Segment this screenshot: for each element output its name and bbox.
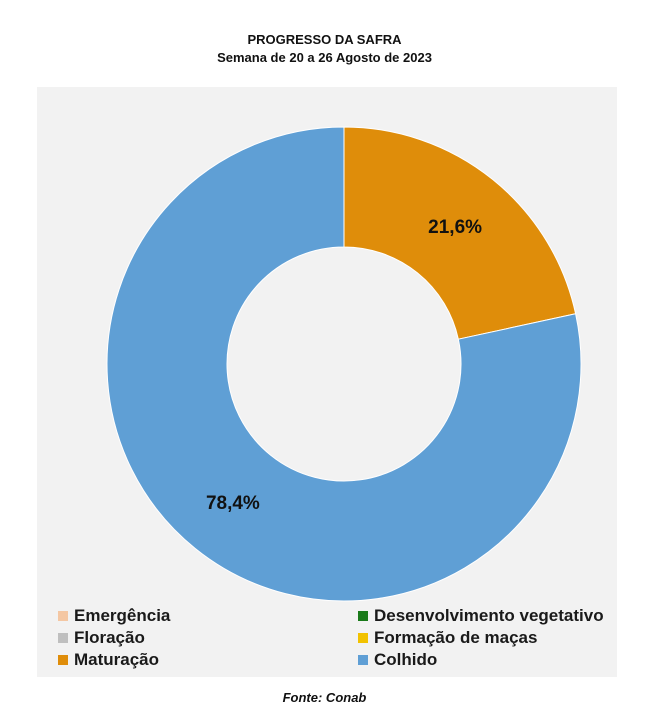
legend-label-formacao-de-macas: Formação de maças: [374, 628, 538, 647]
chart-subtitle: Semana de 20 a 26 Agosto de 2023: [217, 50, 432, 65]
legend-label-emergencia: Emergência: [74, 606, 171, 625]
legend-item-emergencia: Emergência: [58, 605, 170, 627]
legend-label-colhido: Colhido: [374, 650, 438, 669]
chart-title: PROGRESSO DA SAFRA: [247, 32, 402, 47]
legend-swatch-floracao: [58, 633, 68, 643]
chart-source: Fonte: Conab: [282, 690, 367, 705]
legend-label-floracao: Floração: [74, 628, 145, 647]
legend-swatch-formacao-de-macas: [358, 633, 368, 643]
legend-label-maturacao: Maturação: [74, 650, 160, 669]
legend-label-desenvolvimento-vegetativo: Desenvolvimento vegetativo: [374, 606, 604, 625]
legend-item-maturacao: Maturação: [58, 649, 159, 671]
legend-item-formacao-de-macas: Formação de maças: [358, 627, 537, 649]
donut-slice-colhido: [106, 126, 582, 602]
donut-slice-maturacao: [343, 126, 577, 340]
legend-swatch-colhido: [358, 655, 368, 665]
legend-swatch-desenvolvimento-vegetativo: [358, 611, 368, 621]
legend-item-colhido: Colhido: [358, 649, 437, 671]
legend-swatch-emergencia: [58, 611, 68, 621]
data-label-colhido: 78,4%: [206, 493, 260, 514]
legend-item-floracao: Floração: [58, 627, 145, 649]
legend-item-desenvolvimento-vegetativo: Desenvolvimento vegetativo: [358, 605, 604, 627]
data-label-maturacao: 21,6%: [428, 217, 482, 238]
legend-swatch-maturacao: [58, 655, 68, 665]
